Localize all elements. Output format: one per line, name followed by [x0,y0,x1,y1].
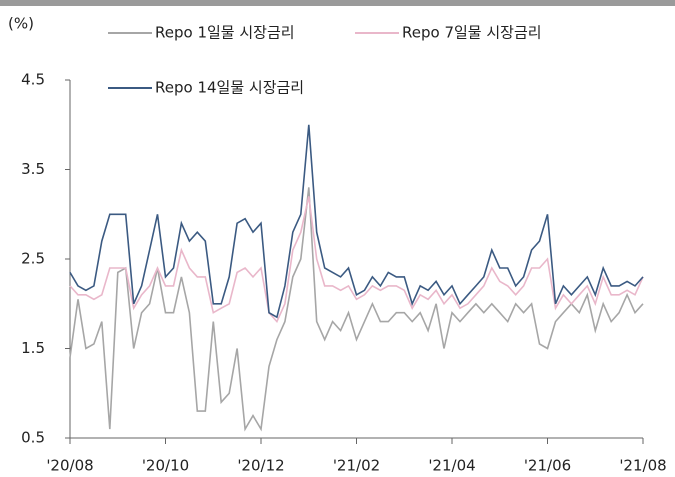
x-tick-label: '20/08 [46,457,93,475]
x-tick-label: '20/10 [142,457,189,475]
top-bar [0,0,675,6]
x-tick-label: '21/08 [619,457,666,475]
y-tick-label: 0.5 [21,429,45,447]
y-tick-label: 4.5 [21,71,45,89]
legend-label: Repo 14일물 시장금리 [155,79,304,97]
series-line [69,187,644,432]
y-axis-label: (%) [8,15,34,33]
legend-label: Repo 7일물 시장금리 [402,24,542,42]
y-tick-label: 3.5 [21,160,45,178]
y-tick-label: 2.5 [21,250,45,268]
x-tick-label: '21/06 [524,457,571,475]
series-line [69,196,644,324]
x-tick-label: '21/04 [428,457,475,475]
x-tick-label: '21/02 [333,457,380,475]
series-line [69,124,644,319]
legend-label: Repo 1일물 시장금리 [155,24,295,42]
x-tick-label: '20/12 [237,457,284,475]
y-tick-label: 1.5 [21,339,45,357]
